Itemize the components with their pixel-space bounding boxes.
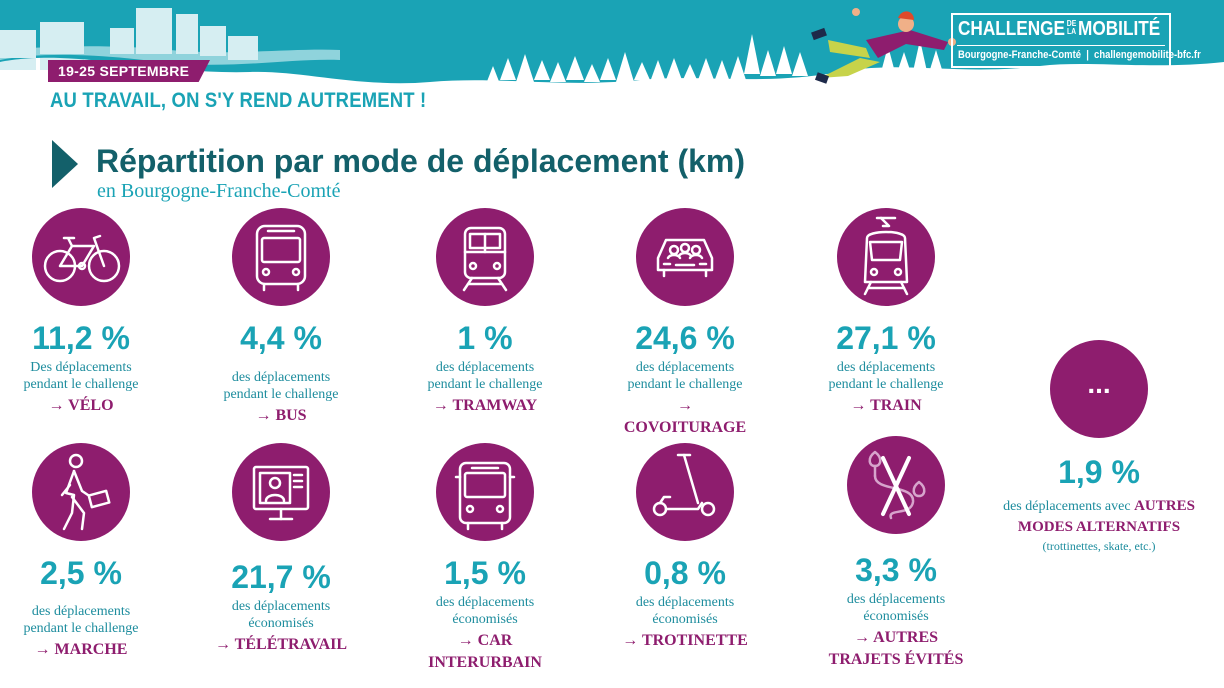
skyline-background xyxy=(0,0,1224,84)
stat-desc: pendant le challenge xyxy=(427,377,543,392)
stat-desc: pendant le challenge xyxy=(23,377,139,392)
stat-desc: pendant le challenge xyxy=(627,377,743,392)
stat-mode: AUTRES xyxy=(1134,498,1195,514)
stat-desc: pendant le challenge xyxy=(828,377,944,392)
flying-person-illustration xyxy=(811,8,956,84)
stat-desc: des déplacements xyxy=(846,592,946,607)
stat-autres-modes: ... 1,9 % des déplacements avec AUTRES M… xyxy=(999,340,1199,554)
stat-mode: → MARCHE xyxy=(34,641,128,658)
stat-mode: → BUS xyxy=(255,407,307,424)
stat-mode: COVOITURAGE xyxy=(623,419,747,436)
train-icon xyxy=(837,208,935,306)
stat-desc: économisés xyxy=(652,612,718,627)
stat-covoiturage: 24,6 % des déplacements pendant le challe… xyxy=(585,208,785,439)
slogan: AU TRAVAIL, ON S'Y REND AUTREMENT ! xyxy=(50,89,427,112)
ellipsis-icon: ... xyxy=(1050,340,1148,438)
stat-mode: → TÉLÉTRAVAIL xyxy=(214,636,348,653)
stat-mode: MODES ALTERNATIFS xyxy=(1017,519,1181,535)
stat-value: 3,3 % xyxy=(855,552,937,588)
stat-value: 21,7 % xyxy=(231,559,331,595)
stat-mode: → TRAMWAY xyxy=(432,397,538,414)
stat-trajets-evites: 3,3 % des déplacements économisés → AUTRE… xyxy=(796,436,996,671)
stat-mode: TRAJETS ÉVITÉS xyxy=(828,651,964,668)
stat-tramway: 1 % des déplacements pendant le challenge… xyxy=(385,208,585,417)
title-arrow-icon xyxy=(52,140,78,188)
stat-value: 1,9 % xyxy=(1058,454,1140,490)
stat-mode: → TRAIN xyxy=(850,397,922,414)
logo-subtitle: Bourgogne-Franche-Comté | challengemobil… xyxy=(958,49,1201,61)
telework-icon xyxy=(232,443,330,541)
logo-divider xyxy=(957,45,1165,46)
header-banner: 19-25 SEPTEMBRE 2022 AU TRAVAIL, ON S'Y … xyxy=(0,0,1224,120)
stat-desc: des déplacements xyxy=(31,604,131,619)
pedestrian-icon xyxy=(32,443,130,541)
stat-mode: → AUTRES xyxy=(853,629,939,646)
bicycle-icon xyxy=(32,208,130,306)
stat-value: 1 % xyxy=(457,320,513,356)
stat-marche: 2,5 % des déplacements pendant le challen… xyxy=(0,443,181,661)
stat-desc: pendant le challenge xyxy=(23,621,139,636)
stat-desc: des déplacements xyxy=(231,599,331,614)
stat-velo: 11,2 % Des déplacements pendant le challe… xyxy=(0,208,181,417)
stat-value: 4,4 % xyxy=(240,320,322,356)
stat-value: 2,5 % xyxy=(40,555,122,591)
stat-bus: 4,4 % des déplacements pendant le challen… xyxy=(181,208,381,427)
stat-mode: → CAR xyxy=(457,632,513,649)
page-title: Répartition par mode de déplacement (km) xyxy=(96,143,746,179)
challenge-logo: CHALLENGE DE LA MOBILITÉ Bourgogne-Franche-… xyxy=(951,13,1201,68)
stat-desc: économisés xyxy=(452,612,518,627)
bus-icon xyxy=(232,208,330,306)
stat-desc: des déplacements xyxy=(635,360,735,375)
stat-desc: des déplacements xyxy=(231,370,331,385)
stat-desc: des déplacements xyxy=(836,360,936,375)
stat-mode: → TROTINETTE xyxy=(622,632,748,649)
avoided-trip-icon xyxy=(847,436,945,534)
stat-desc: des déplacements xyxy=(435,360,535,375)
stat-mode: → xyxy=(677,397,693,414)
stat-mode: → VÉLO xyxy=(48,397,114,414)
scooter-icon xyxy=(636,443,734,541)
stat-desc: des déplacements xyxy=(635,595,735,610)
stat-desc: économisés xyxy=(863,609,929,624)
logo-title: CHALLENGE DE LA MOBILITÉ xyxy=(958,18,1161,40)
carpool-icon xyxy=(636,208,734,306)
stat-desc: Des déplacements xyxy=(30,360,132,375)
stat-desc: des déplacements xyxy=(435,595,535,610)
stat-teletravail: 21,7 % des déplacements économisés → TÉLÉ… xyxy=(181,443,381,656)
stat-value: 24,6 % xyxy=(635,320,735,356)
stat-value: 11,2 % xyxy=(32,320,130,356)
stat-value: 1,5 % xyxy=(444,555,526,591)
stat-desc: économisés xyxy=(248,616,314,631)
date-badge: 19-25 SEPTEMBRE 2022 xyxy=(48,60,210,82)
stat-trotinette: 0,8 % des déplacements économisés → TROTI… xyxy=(585,443,785,652)
stat-desc: des déplacements avec xyxy=(1003,499,1131,514)
stat-note: (trottinettes, skate, etc.) xyxy=(1042,539,1156,553)
stat-desc: pendant le challenge xyxy=(223,387,339,402)
stat-mode: INTERURBAIN xyxy=(428,654,542,671)
stat-value: 27,1 % xyxy=(836,320,936,356)
tramway-icon xyxy=(436,208,534,306)
page-subtitle: en Bourgogne-Franche-Comté xyxy=(97,180,341,202)
coach-icon xyxy=(436,443,534,541)
stat-train: 27,1 % des déplacements pendant le challe… xyxy=(786,208,986,417)
stat-value: 0,8 % xyxy=(644,555,726,591)
stat-car-interurbain: 1,5 % des déplacements économisés → CAR IN… xyxy=(385,443,585,674)
